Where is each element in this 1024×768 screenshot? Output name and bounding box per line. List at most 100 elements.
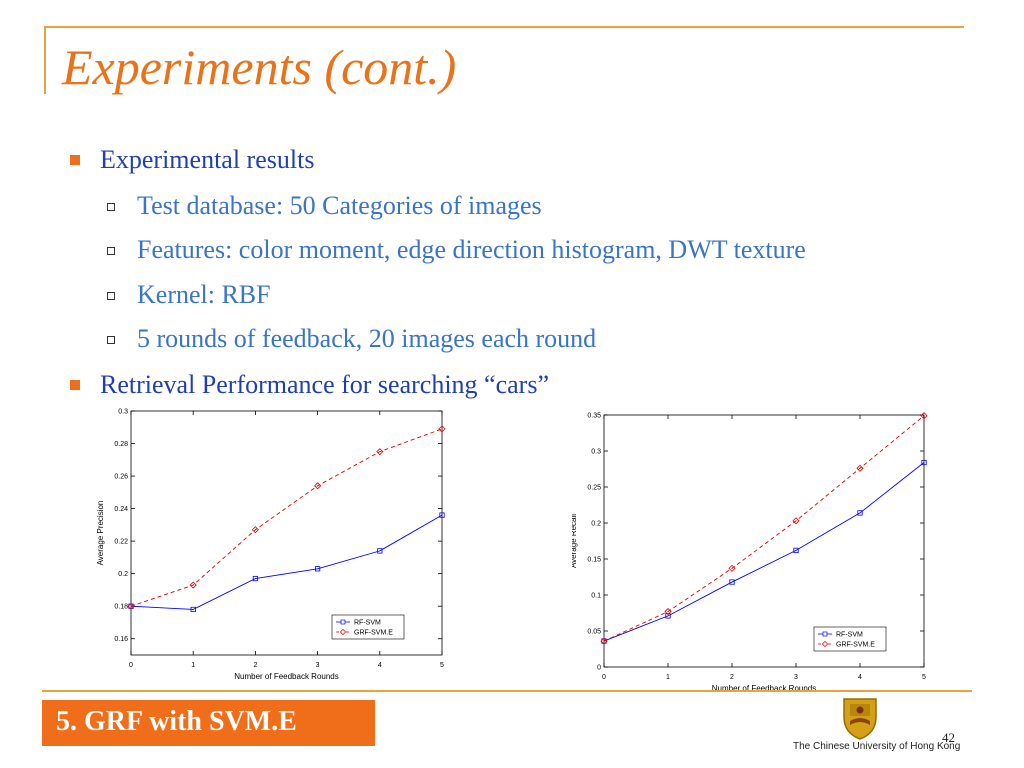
recall-chart: 0 1 2 3 4 5 0 0.05 0.1 0.15 0.2 0.25 0.3 0.35 Number o… — [572, 412, 928, 690]
legend: RF-SVM GRF-SVM.E — [813, 626, 887, 652]
y-tick-label: 0.2 — [591, 521, 601, 528]
y-tick-label: 0.16 — [114, 636, 128, 643]
legend: RF-SVM GRF-SVM.E — [331, 614, 405, 640]
sub-bullet-item: Features: color moment, edge direction h… — [107, 237, 806, 263]
data-point — [856, 464, 864, 472]
legend-marker — [821, 640, 829, 648]
bullet-square-icon — [70, 380, 80, 390]
y-tick-label: 0 — [597, 665, 601, 672]
plot-area — [603, 414, 925, 668]
y-tick-label: 0.35 — [587, 413, 601, 420]
x-tick-label: 5 — [922, 674, 926, 681]
series-line-grf-svm-e — [603, 415, 925, 642]
data-point — [665, 613, 671, 619]
y-tick-label: 0.1 — [591, 593, 601, 600]
x-tick-label: 1 — [666, 674, 670, 681]
data-point — [601, 638, 607, 644]
y-tick-label: 0.18 — [114, 604, 128, 611]
x-tick-label: 2 — [730, 674, 734, 681]
data-point — [729, 579, 735, 585]
x-tick-label: 2 — [253, 662, 257, 669]
bullet-item: Retrieval Performance for searching “car… — [70, 370, 549, 399]
slide-frame-left — [44, 26, 46, 94]
bullet-item: Experimental results — [70, 145, 315, 174]
legend-marker — [339, 628, 347, 636]
data-point — [252, 575, 258, 582]
bullet-text: Experimental results — [100, 145, 315, 174]
legend-marker — [340, 619, 346, 625]
sub-bullet-box-icon — [107, 203, 115, 211]
x-tick-label: 3 — [794, 674, 798, 681]
data-point — [190, 606, 196, 613]
sub-bullet-text: Kernel: RBF — [137, 280, 271, 309]
data-point — [438, 425, 446, 433]
x-tick-label: 5 — [440, 662, 444, 669]
data-point — [376, 448, 384, 456]
page-number: 42 — [942, 730, 955, 745]
y-tick-label: 0.15 — [587, 557, 601, 564]
legend-box — [813, 626, 887, 652]
sub-bullet-item: 5 rounds of feedback, 20 images each rou… — [107, 324, 597, 353]
sub-bullet-text: Test database: 50 Categories of images — [137, 191, 542, 220]
university-name: The Chinese University of Hong Kong — [793, 741, 961, 752]
x-tick-label: 0 — [129, 662, 133, 669]
legend-label: GRF-SVM.E — [354, 630, 393, 637]
section-label-box — [42, 700, 375, 746]
slide-title: Experiments (cont.) — [62, 39, 457, 95]
footer-rule — [42, 690, 972, 692]
series-line-rf-svm — [603, 462, 925, 642]
data-point — [664, 607, 672, 616]
data-point — [127, 602, 135, 610]
x-axis-label: Number of Feedback Rounds — [712, 684, 817, 690]
university-crest-icon — [843, 698, 877, 740]
data-point — [314, 566, 321, 572]
data-point — [251, 526, 259, 534]
y-tick-label: 0.3 — [118, 409, 128, 416]
slide-frame-top — [44, 26, 964, 28]
sub-bullet-item: Test database: 50 Categories of images — [107, 191, 542, 220]
y-tick-label: 0.24 — [114, 506, 128, 513]
data-point — [728, 564, 736, 572]
x-tick-label: 1 — [191, 662, 195, 669]
sub-bullet-box-icon — [107, 247, 115, 255]
x-tick-label: 4 — [378, 662, 382, 669]
y-tick-label: 0.05 — [587, 629, 601, 636]
precision-chart: 0 1 2 3 4 5 0.16 0.18 0.2 0.22 0.24 0.26 0.28 0.3 Numb… — [96, 409, 446, 681]
data-point — [314, 482, 322, 490]
plot-area — [130, 410, 443, 656]
data-point — [857, 510, 863, 516]
bullet-square-icon — [70, 155, 80, 165]
data-point — [600, 637, 608, 645]
series-line-rf-svm — [130, 514, 443, 610]
data-point — [377, 548, 383, 554]
y-tick-label: 0.2 — [118, 571, 128, 578]
data-point — [792, 517, 800, 525]
y-tick-label: 0.26 — [114, 474, 128, 481]
data-point — [128, 603, 134, 609]
legend-marker — [822, 631, 828, 637]
sub-bullet-box-icon — [107, 292, 115, 300]
y-tick-label: 0.25 — [587, 485, 601, 492]
x-tick-label: 3 — [316, 662, 320, 669]
legend-label: RF-SVM — [354, 620, 381, 627]
x-tick-label: 0 — [602, 674, 606, 681]
data-point — [439, 512, 445, 518]
y-axis-label: Average Precision — [96, 501, 105, 566]
x-axis-label: Number of Feedback Rounds — [234, 672, 339, 681]
data-point — [920, 412, 928, 420]
bullet-text: Retrieval Performance for searching “car… — [100, 370, 549, 399]
sub-bullet-text: 5 rounds of feedback, 20 images each rou… — [137, 324, 597, 353]
legend-label: RF-SVM — [836, 632, 863, 639]
data-point — [189, 581, 197, 589]
sub-bullet-box-icon — [107, 336, 115, 344]
y-tick-label: 0.3 — [591, 449, 601, 456]
y-axis-label: Average Recall — [572, 514, 578, 568]
y-tick-label: 0.22 — [114, 539, 128, 546]
sub-bullet-item: Kernel: RBF — [107, 280, 271, 309]
section-label: 5. GRF with SVM.E — [56, 706, 297, 737]
legend-box — [331, 614, 405, 640]
data-point — [921, 459, 927, 466]
x-tick-label: 4 — [858, 674, 862, 681]
legend-label: GRF-SVM.E — [836, 642, 875, 649]
data-point — [793, 547, 799, 553]
